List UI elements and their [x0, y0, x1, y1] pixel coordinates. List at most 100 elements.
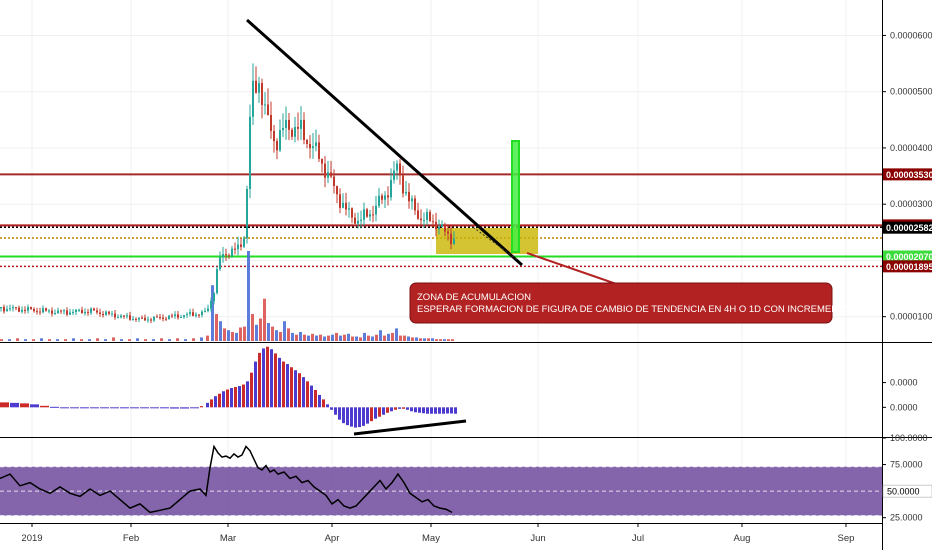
volume-bar — [391, 332, 394, 341]
volume-bar — [279, 332, 282, 341]
candle-body — [378, 195, 380, 206]
candle-body — [447, 231, 449, 234]
oscillator-bar — [286, 364, 289, 408]
volume-bar — [287, 328, 290, 341]
volume-bar — [383, 335, 386, 341]
candle-body — [348, 208, 350, 210]
candle-body — [381, 195, 383, 200]
oscillator-axis[interactable]: 0.0000 0.0000 — [882, 378, 918, 413]
volume-bar — [168, 339, 171, 341]
volume-bar — [64, 339, 67, 341]
rsi-current-tag — [882, 484, 932, 498]
oscillator-bar — [222, 391, 225, 408]
volume-bar — [355, 336, 358, 341]
candle-body — [27, 307, 29, 311]
oscillator-bar — [422, 407, 425, 414]
candle-body — [165, 318, 167, 320]
time-axis[interactable]: 2019 Feb Mar Apr May Jun Jul Aug Sep — [21, 523, 854, 544]
candle-body — [327, 172, 329, 178]
projection-bar[interactable] — [511, 140, 520, 253]
candle-body — [36, 311, 38, 313]
oscillator-bar — [454, 407, 457, 414]
descending-trendline[interactable] — [246, 18, 523, 267]
volume-bar — [160, 338, 163, 341]
candle-body — [75, 309, 77, 312]
candle-body — [228, 255, 230, 257]
candle-body — [408, 191, 410, 202]
candle-body — [66, 310, 68, 315]
candle-body — [303, 119, 305, 141]
oscillator-bar — [326, 404, 329, 408]
volume-bar — [0, 339, 3, 341]
volume-bar — [387, 333, 390, 341]
candle-body — [57, 310, 59, 314]
volume-bar — [431, 338, 434, 341]
volume-bar — [331, 334, 334, 341]
candle-body — [141, 317, 143, 319]
oscillator-bar — [338, 407, 341, 420]
candle-body — [108, 311, 110, 314]
volume-bar — [48, 339, 51, 341]
oscillator-histogram — [0, 346, 457, 428]
volume-bar — [263, 298, 266, 341]
candle-body — [201, 311, 203, 316]
candle-body — [120, 315, 122, 318]
candle-body — [306, 140, 308, 144]
candle-body — [96, 310, 98, 313]
candle-body — [249, 116, 251, 190]
price-panel[interactable]: ZONA DE ACUMULACION ESPERAR FORMACION DE… — [0, 18, 917, 341]
oscillator-bar — [160, 407, 169, 409]
volume-bar — [323, 336, 326, 341]
time-tick-label: Mar — [220, 533, 236, 544]
oscillator-bar — [446, 407, 449, 414]
oscillator-bar — [266, 346, 269, 408]
projection-path — [469, 224, 519, 261]
volume-bar — [299, 332, 302, 341]
volume-bar — [255, 324, 258, 341]
rsi-tick-label: 25.0000 — [890, 513, 923, 523]
oscillator-bar — [418, 407, 421, 413]
oscillator-tick-label: 0.0000 — [890, 378, 918, 388]
oscillator-panel[interactable] — [0, 346, 467, 436]
candle-body — [324, 163, 326, 178]
oscillator-bar — [386, 407, 389, 413]
note-box[interactable]: ZONA DE ACUMULACION ESPERAR FORMACION DE… — [409, 282, 917, 324]
volume-bar — [200, 337, 203, 341]
volume-bar — [271, 326, 274, 341]
oscillator-bar — [10, 402, 19, 408]
volume-bar — [439, 339, 442, 341]
oscillator-bar — [398, 407, 401, 409]
candle-body — [162, 317, 164, 319]
candle-body — [114, 313, 116, 318]
volume-bar — [291, 332, 294, 341]
candle-body — [30, 307, 32, 310]
candle-body — [417, 210, 419, 219]
divergence-line[interactable] — [353, 419, 467, 436]
rsi-panel[interactable] — [0, 444, 882, 517]
time-tick-label: Sep — [838, 533, 855, 544]
oscillator-bar — [140, 407, 149, 409]
oscillator-bar — [0, 402, 9, 408]
volume-bars — [0, 251, 454, 341]
volume-bar — [415, 337, 418, 341]
candle-body — [252, 80, 254, 117]
oscillator-bar — [130, 407, 139, 409]
candle-body — [195, 314, 197, 316]
candle-body — [270, 114, 272, 131]
volume-bar — [16, 338, 19, 341]
candle-body — [111, 313, 113, 315]
candle-body — [153, 316, 155, 321]
oscillator-bar — [310, 385, 313, 408]
candle-body — [198, 314, 200, 316]
oscillator-bar — [350, 407, 353, 427]
volume-bar — [24, 339, 27, 341]
volume-bar — [319, 334, 322, 341]
candle-body — [12, 307, 14, 309]
candle-body — [243, 238, 245, 247]
volume-bar — [251, 314, 254, 341]
oscillator-bar — [60, 407, 69, 409]
volume-bar — [339, 335, 342, 341]
oscillator-bar — [318, 394, 321, 408]
